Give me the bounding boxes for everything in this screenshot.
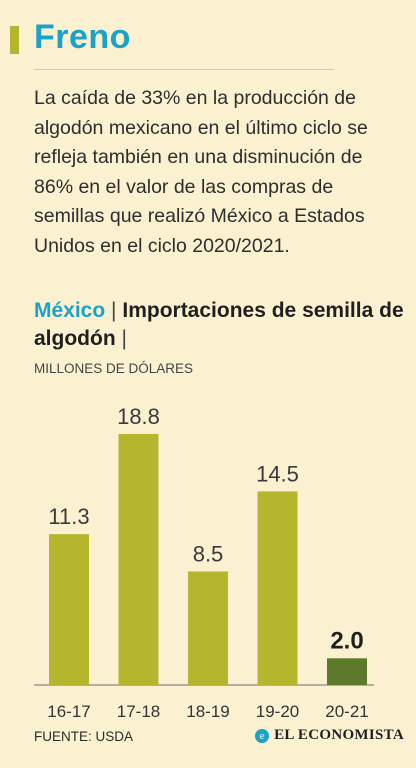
category-label-18-19: 18-19 [186,702,229,721]
value-label-19-20: 14.5 [256,461,299,486]
logo-text: EL ECONOMISTA [274,727,404,743]
value-label-17-18: 18.8 [117,404,160,429]
bar-18-19 [188,571,228,685]
chart-title-separator-end: | [121,327,127,350]
bar-16-17 [49,534,89,685]
value-label-16-17: 11.3 [48,504,89,529]
category-label-19-20: 19-20 [256,702,299,721]
chart-title: México | Importaciones de semilla de alg… [34,297,406,353]
bar-19-20 [257,491,298,685]
chart-title-main: Importaciones de semilla de algodón [34,299,404,350]
bar-20-21 [327,658,367,685]
page-title: Freno [34,18,131,56]
y-axis-units-label: MILLONES DE DÓLARES [34,361,194,376]
description-text: La caída de 33% en la producción de algo… [34,87,368,257]
category-label-17-18: 17-18 [117,702,160,721]
bar-17-18 [118,434,159,685]
chart-title-separator: | [111,299,117,322]
publisher-logo: e EL ECONOMISTA [255,727,404,744]
chart-title-country: México [34,299,106,322]
logo-mark-icon: e [255,728,270,743]
value-label-20-21: 2.0 [330,627,363,654]
category-label-20-21: 20-21 [325,702,368,721]
source-note: FUENTE: USDA [34,729,134,744]
value-label-18-19: 8.5 [193,542,224,567]
title-divider [34,69,334,70]
category-label-16-17: 16-17 [47,702,90,721]
title-accent-bar [10,26,19,54]
